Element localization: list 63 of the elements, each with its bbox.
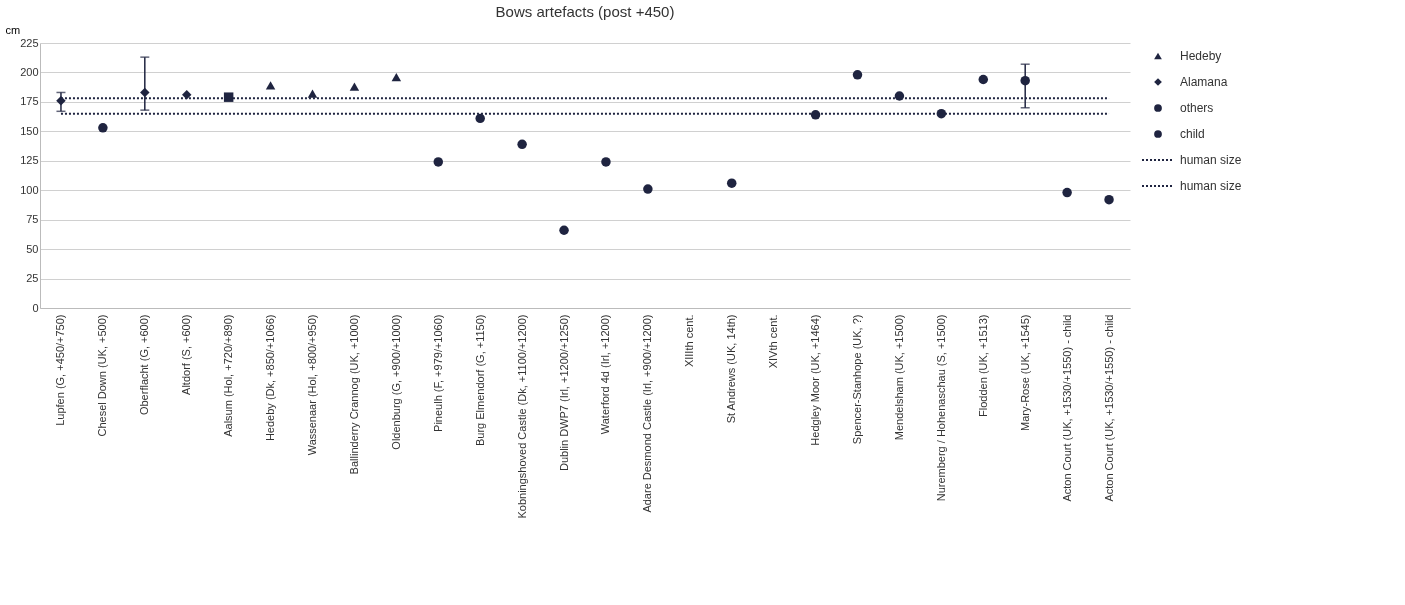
x-tick-label: Nuremberg / Hohenaschau (S, +1500): [934, 314, 947, 502]
point: [978, 74, 989, 85]
x-tick-label: Spencer-Stanhope (UK, ?): [851, 314, 863, 445]
point: [98, 123, 108, 133]
x-tick-label: Mendelsham (UK, +1500): [892, 314, 905, 441]
y-tick-label: 50: [26, 242, 39, 255]
y-tick-label: 225: [20, 36, 39, 49]
point: [181, 90, 192, 100]
point: [601, 157, 611, 167]
x-tick-label: Ballinderry Crannog (UK, +1000): [347, 314, 360, 475]
y-tick-label: 125: [20, 154, 39, 167]
point: [349, 82, 360, 91]
point: [852, 70, 863, 80]
x-tick-label: St Andrews (UK, 14th): [725, 314, 738, 424]
point: [517, 139, 527, 150]
x-tick-label: Oberflacht (G, +600): [138, 314, 151, 416]
x-tick-label: Lupfen (G, +450/+750): [54, 314, 67, 426]
point: [894, 91, 905, 101]
x-tick-label: Acton Court (UK, +1530/+1550) - child: [1060, 314, 1073, 502]
point: [1104, 194, 1114, 205]
x-tick-label: Burg Elmendorf (G, +1150): [473, 314, 486, 447]
x-tick-label: Dublin DWP7 (Irl, +1200/+1250): [557, 314, 570, 472]
point: [1062, 187, 1072, 198]
x-tick-label: Hedeby (Dk, +850/+1066): [264, 314, 277, 442]
y-tick-label: 200: [20, 65, 39, 78]
x-tick-label: Acton Court (UK, +1530/+1550) - child: [1102, 314, 1115, 502]
y-axis-title: cm: [5, 23, 21, 36]
x-tick-label: Flodden (UK, +1513): [976, 314, 989, 417]
y-tick-label: 25: [26, 272, 39, 285]
point: [559, 225, 569, 235]
y-tick-label: 0: [32, 301, 39, 314]
chart-title: Bows artefacts (post +450): [495, 3, 675, 20]
x-tick-label: Aalsum (Hol, +720/+890): [222, 314, 235, 437]
x-tick-label: Chesel Down (UK, +500): [96, 314, 109, 437]
point: [223, 92, 234, 102]
y-tick-label: 100: [20, 183, 39, 196]
x-tick-label: Pineulh (F, +979/+1060): [431, 314, 444, 432]
point: [433, 157, 444, 167]
x-tick-label: Hedgley Moor (UK, +1464): [809, 314, 822, 446]
legend-label: others: [1180, 101, 1214, 115]
point: [265, 81, 276, 90]
point: [643, 184, 653, 194]
x-tick-label: Mary-Rose (UK, +1545): [1018, 314, 1031, 431]
x-tick-label: XIVth cent.: [767, 314, 780, 369]
x-tick-label: XIIIth cent.: [683, 314, 696, 368]
point: [391, 73, 402, 82]
point: [475, 113, 485, 124]
point: [726, 178, 737, 188]
x-tick-label: Kobningshoved Castle (Dk, +1100/+1200): [515, 314, 528, 519]
x-tick-label: Altdorf (S, +600): [180, 314, 193, 395]
y-tick-label: 175: [20, 95, 39, 108]
legend-label: child: [1180, 127, 1205, 141]
y-tick-label: 150: [20, 124, 39, 137]
legend-label: human size: [1180, 179, 1242, 193]
legend-label: Alamana: [1180, 75, 1228, 89]
x-tick-label: Waterford 4d (Irl, +1200): [599, 314, 612, 435]
x-tick-label: Adare Desmond Castle (Irl, +900/+1200): [641, 314, 654, 513]
point: [307, 89, 318, 98]
legend-label: Hedeby: [1180, 49, 1222, 63]
x-tick-label: Oldenburg (G, +900/+1000): [389, 314, 402, 450]
x-tick-label: Wassenaar (Hol, +800/+950): [306, 314, 318, 456]
y-tick-label: 75: [26, 213, 39, 226]
legend-label: human size: [1180, 153, 1242, 167]
